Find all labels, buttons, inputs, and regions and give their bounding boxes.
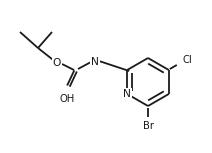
Text: O: O [53,58,61,68]
Text: Br: Br [142,121,153,131]
Text: N: N [123,89,131,99]
Text: OH: OH [59,94,75,104]
Text: Cl: Cl [183,55,192,65]
Text: N: N [91,57,99,67]
